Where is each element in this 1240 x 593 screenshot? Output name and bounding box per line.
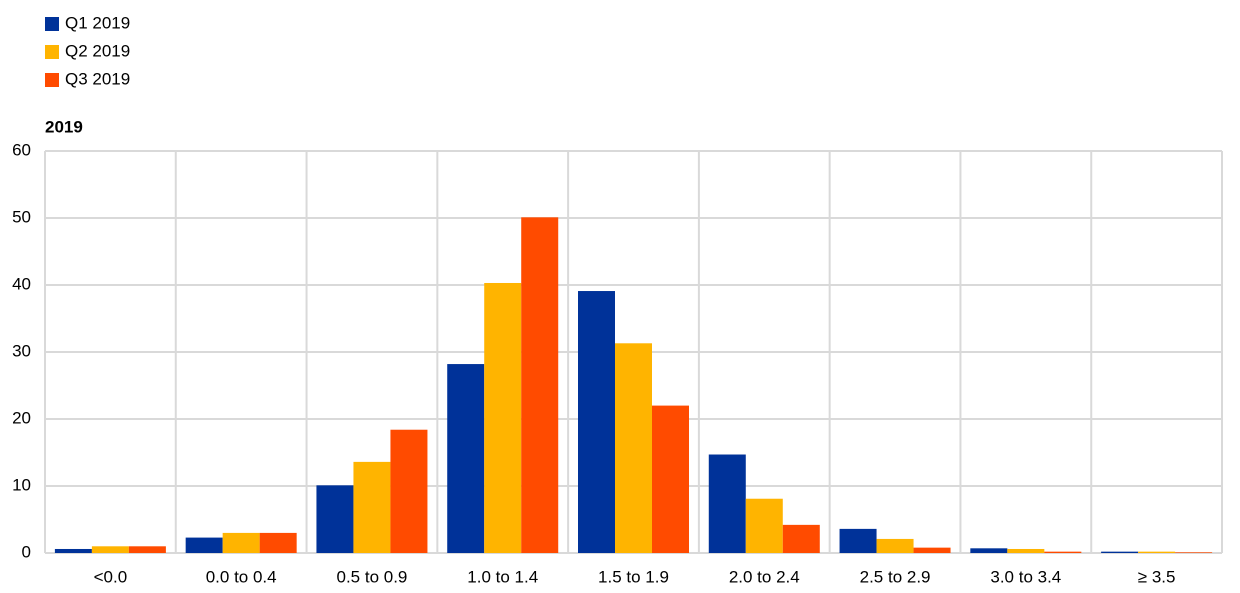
bar: [484, 282, 522, 553]
bar: [652, 405, 689, 553]
bar: [615, 343, 652, 553]
x-tick-label: ≥ 3.5: [1138, 567, 1176, 586]
bar: [91, 546, 129, 553]
y-tick-label: 0: [22, 542, 31, 561]
bar: [913, 547, 951, 553]
bar: [390, 429, 428, 553]
bar: [745, 498, 783, 553]
y-tick-label: 40: [12, 274, 31, 293]
bar: [970, 548, 1008, 553]
x-tick-label: 1.0 to 1.4: [467, 567, 538, 586]
y-tick-label: 60: [12, 140, 31, 159]
x-tick-label: <0.0: [94, 567, 128, 586]
bar: [578, 291, 615, 553]
bar: [782, 524, 820, 553]
bar: [259, 532, 297, 553]
bar: [316, 485, 354, 553]
x-tick-label: 0.0 to 0.4: [206, 567, 277, 586]
bar: [353, 461, 391, 553]
x-tick-label: 1.5 to 1.9: [598, 567, 669, 586]
bar: [839, 528, 877, 553]
x-tick-label: 2.0 to 2.4: [729, 567, 800, 586]
legend-swatch: [45, 73, 59, 87]
y-tick-label: 50: [12, 207, 31, 226]
bar: [876, 538, 914, 553]
x-tick-label: 2.5 to 2.9: [860, 567, 931, 586]
y-tick-label: 20: [12, 408, 31, 427]
x-tick-label: 0.5 to 0.9: [336, 567, 407, 586]
bar: [1175, 552, 1213, 553]
bar: [1044, 551, 1082, 553]
bar: [128, 546, 166, 553]
legend-swatch: [45, 45, 59, 59]
legend-label: Q3 2019: [65, 69, 130, 88]
bar: [222, 532, 260, 553]
legend-label: Q1 2019: [65, 13, 130, 32]
bar: [185, 537, 223, 553]
x-tick-label: 3.0 to 3.4: [990, 567, 1061, 586]
bar: [708, 454, 746, 553]
chart-subtitle: 2019: [45, 117, 83, 136]
legend-label: Q2 2019: [65, 41, 130, 60]
y-tick-label: 30: [12, 341, 31, 360]
legend-swatch: [45, 17, 59, 31]
bar: [54, 548, 92, 553]
bar: [1138, 551, 1176, 553]
bar: [1101, 551, 1139, 553]
bar: [447, 364, 485, 553]
bar: [521, 217, 559, 553]
y-tick-label: 10: [12, 475, 31, 494]
bar: [1007, 548, 1045, 553]
